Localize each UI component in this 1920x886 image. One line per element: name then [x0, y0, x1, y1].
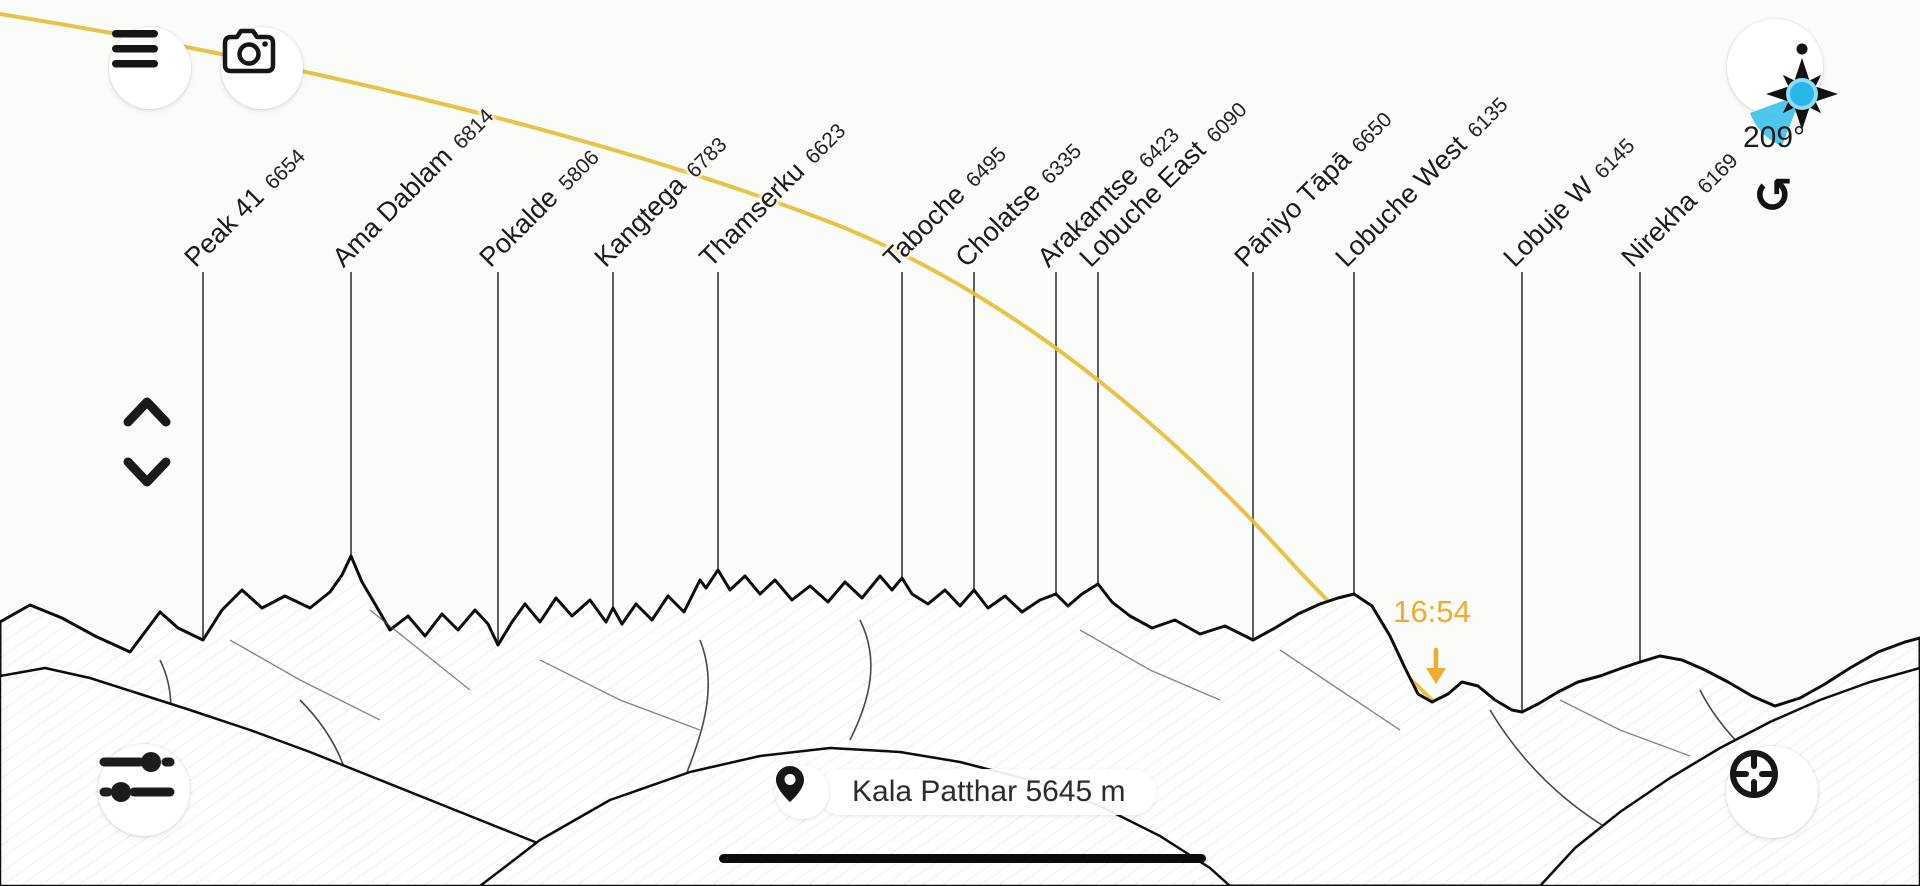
mountain-skyline	[0, 554, 1920, 886]
home-indicator[interactable]	[719, 854, 1206, 863]
location-badge-label: Kala Patthar 5645 m	[852, 775, 1126, 808]
settings-button[interactable]	[98, 744, 190, 836]
camera-icon	[222, 28, 276, 74]
reset-rotation-button[interactable]: ↺	[1752, 170, 1794, 223]
sliders-icon	[99, 752, 175, 802]
compass-rose-icon	[1750, 43, 1838, 146]
sun-path-arc	[0, 12, 1434, 702]
peak-line-group	[202, 272, 1641, 718]
sunset-time-label: 16:54	[1393, 594, 1471, 629]
sunset-arrow-icon	[1426, 647, 1446, 684]
menu-button[interactable]	[109, 27, 191, 109]
hamburger-menu-icon	[112, 30, 158, 68]
locate-button[interactable]	[1726, 746, 1818, 838]
chevron-down-button[interactable]	[120, 452, 174, 492]
compass-button[interactable]	[1727, 19, 1838, 146]
chevron-up-button[interactable]	[120, 392, 174, 432]
crosshair-icon	[1730, 750, 1778, 798]
compass-heading-value: 209°	[1742, 121, 1806, 154]
map-pin-icon	[776, 766, 804, 802]
location-pin-button[interactable]	[775, 765, 829, 819]
camera-button[interactable]	[221, 27, 303, 109]
location-badge[interactable]: Kala Patthar 5645 m	[818, 769, 1156, 815]
ridge-sketch-lines	[229, 609, 1691, 757]
